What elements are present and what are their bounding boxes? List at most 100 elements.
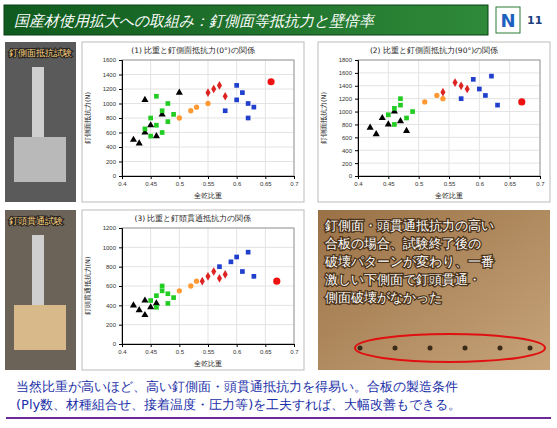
x-tick: 0.4	[354, 176, 363, 187]
point	[141, 96, 148, 102]
tick-mark	[119, 75, 122, 76]
y-tick: 0	[349, 173, 358, 179]
point	[240, 269, 245, 274]
tick-label: 1600	[339, 70, 353, 76]
y-axis-title: 釘側面抵抗力(N)	[320, 92, 328, 144]
point	[153, 132, 160, 138]
point	[246, 101, 251, 106]
x-tick: 0.55	[203, 344, 215, 355]
y-tick: 200	[342, 161, 358, 167]
point	[147, 303, 154, 309]
tick-mark	[355, 163, 358, 164]
tick-mark	[388, 176, 389, 179]
point	[160, 108, 165, 113]
point	[148, 134, 153, 139]
y-tick: 600	[106, 130, 122, 136]
tick-mark	[119, 305, 122, 306]
x-tick: 0.55	[203, 176, 215, 187]
conclusion: (Ply数、材種組合せ、接着温度・圧力等)を工夫すれば、大幅改善もできる。	[16, 397, 461, 412]
point	[398, 96, 403, 101]
point	[234, 83, 239, 88]
tick-label: 800	[342, 122, 353, 128]
tick-label: 0.6	[476, 181, 485, 187]
nail-hole	[393, 346, 398, 351]
point	[153, 299, 160, 305]
photo-note: 合板の場合、試験終了後の	[325, 236, 481, 251]
tick-mark	[355, 86, 358, 87]
point	[240, 90, 245, 95]
point	[367, 124, 374, 130]
point	[273, 278, 280, 285]
point	[465, 85, 470, 94]
tick-mark	[208, 344, 209, 347]
point	[410, 109, 415, 114]
x-tick: 0.5	[176, 176, 185, 187]
tick-mark	[355, 137, 358, 138]
tick-label: 400	[106, 303, 117, 309]
tick-mark	[265, 344, 266, 347]
tick-label: 1000	[103, 245, 117, 251]
tick-label: 1000	[339, 109, 353, 115]
tick-label: 0.65	[504, 181, 516, 187]
tick-label: 200	[342, 161, 353, 167]
chart-panel: (1) 比重と釘側面抵抗力(0°)の関係0.40.450.50.550.60.6…	[82, 42, 304, 202]
tick-mark	[419, 176, 420, 179]
grid-line	[179, 228, 180, 344]
y-axis-title: 釘頭貫通抵抗力(N)	[84, 257, 92, 316]
point	[194, 279, 199, 284]
point	[385, 120, 392, 126]
point	[143, 127, 148, 132]
point	[379, 114, 386, 120]
point	[453, 78, 458, 87]
point	[477, 87, 482, 92]
x-tick: 0.4	[118, 176, 127, 187]
point	[483, 93, 488, 98]
y-tick: 1600	[339, 70, 358, 76]
y-tick: 800	[106, 115, 122, 121]
tick-mark	[119, 104, 122, 105]
y-tick: 600	[342, 135, 358, 141]
tick-label: 0.45	[383, 181, 395, 187]
nail-hole	[358, 346, 363, 351]
point	[252, 274, 257, 279]
grid-line	[509, 60, 510, 176]
tick-mark	[119, 228, 122, 229]
tick-label: 0.55	[203, 181, 215, 187]
tick-mark	[237, 344, 238, 347]
point	[141, 296, 148, 302]
slide: 国産材使用拡大への取組み：釘側面等抵抗力と壁倍率N11釘側面抵抗試験釘頭貫通試験…	[0, 0, 557, 428]
point	[177, 288, 182, 293]
photo-label: 釘側面抵抗試験	[9, 48, 72, 58]
tick-mark	[294, 344, 295, 347]
tick-mark	[355, 73, 358, 74]
nail-hole	[528, 346, 533, 351]
footer-rule	[6, 417, 551, 419]
tick-mark	[119, 60, 122, 61]
tick-label: 0.4	[118, 181, 127, 187]
tick-mark	[119, 162, 122, 163]
x-tick: 0.6	[233, 176, 242, 187]
tick-mark	[540, 176, 541, 179]
axis-line	[123, 345, 295, 348]
tick-mark	[119, 325, 122, 326]
point	[136, 306, 143, 312]
y-tick: 200	[106, 322, 122, 328]
point	[130, 301, 137, 307]
x-axis-title: 全乾比重	[435, 192, 463, 200]
photo	[5, 42, 76, 202]
point	[440, 88, 445, 97]
tick-label: 200	[106, 322, 117, 328]
tick-mark	[119, 247, 122, 248]
y-tick: 1800	[339, 57, 358, 63]
tick-label: 0.45	[145, 349, 157, 355]
axis-line	[123, 177, 295, 180]
photo-jig	[14, 305, 66, 350]
page-number: 11	[527, 14, 542, 27]
axis-line	[359, 177, 541, 180]
tick-mark	[119, 118, 122, 119]
tick-mark	[355, 124, 358, 125]
tick-label: 1600	[103, 57, 117, 63]
point	[141, 311, 148, 317]
point	[154, 305, 159, 310]
tick-mark	[355, 99, 358, 100]
